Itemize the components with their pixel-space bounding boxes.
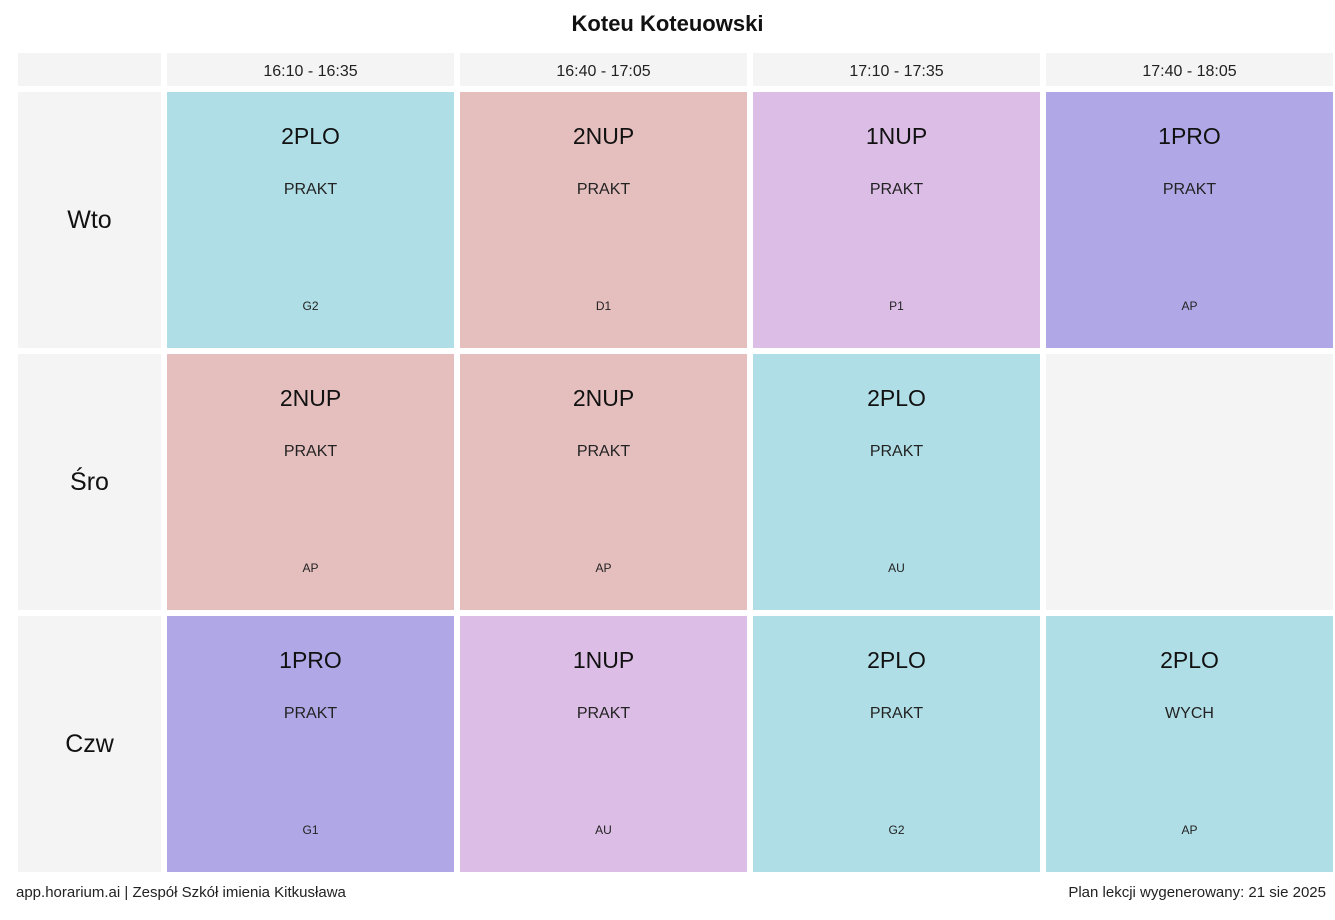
- lesson-class: 1PRO: [1158, 123, 1221, 149]
- lesson-cell: 2NUP PRAKT AP: [167, 354, 454, 610]
- lesson-class: 2NUP: [279, 385, 342, 411]
- lesson-subject: PRAKT: [283, 181, 338, 198]
- lesson-cell: 1PRO PRAKT AP: [1046, 92, 1333, 348]
- lesson-subject: PRAKT: [576, 181, 631, 198]
- lesson-room: D1: [595, 299, 612, 313]
- lesson-cell: 1PRO PRAKT G1: [167, 616, 454, 872]
- lesson-subject: PRAKT: [869, 181, 924, 198]
- lesson-room: AU: [595, 823, 612, 837]
- lesson-room: AP: [1181, 299, 1198, 313]
- lesson-subject: PRAKT: [869, 705, 924, 722]
- lesson-subject: PRAKT: [1162, 181, 1217, 198]
- lesson-subject: WYCH: [1165, 705, 1214, 722]
- lesson-class: 1PRO: [279, 647, 342, 673]
- lesson-room: AP: [595, 561, 612, 575]
- time-slot-header: 17:10 - 17:35: [753, 53, 1040, 86]
- lesson-subject: PRAKT: [576, 705, 631, 722]
- lesson-class: 2PLO: [1160, 647, 1219, 673]
- lesson-cell: 2NUP PRAKT D1: [460, 92, 747, 348]
- lesson-class: 2NUP: [572, 123, 635, 149]
- lesson-class: 2PLO: [281, 123, 340, 149]
- lesson-cell: 2PLO PRAKT G2: [167, 92, 454, 348]
- time-slot-header: 16:40 - 17:05: [460, 53, 747, 86]
- lesson-cell: 2NUP PRAKT AP: [460, 354, 747, 610]
- lesson-class: 1NUP: [572, 647, 635, 673]
- lesson-subject: PRAKT: [283, 705, 338, 722]
- lesson-room: G1: [302, 823, 319, 837]
- lesson-class: 1NUP: [865, 123, 928, 149]
- empty-lesson-cell: [1046, 354, 1333, 610]
- lesson-subject: PRAKT: [869, 443, 924, 460]
- lesson-class: 2PLO: [867, 385, 926, 411]
- lesson-subject: PRAKT: [576, 443, 631, 460]
- corner-cell: [18, 53, 161, 86]
- day-label: Wto: [18, 92, 161, 348]
- footer-generated-date: Plan lekcji wygenerowany: 21 sie 2025: [1068, 884, 1326, 901]
- lesson-cell: 2PLO PRAKT AU: [753, 354, 1040, 610]
- lesson-room: G2: [302, 299, 319, 313]
- day-label: Śro: [18, 354, 161, 610]
- timetable-grid: 16:10 - 16:35 16:40 - 17:05 17:10 - 17:3…: [18, 53, 1333, 872]
- lesson-cell: 1NUP PRAKT AU: [460, 616, 747, 872]
- lesson-class: 2PLO: [867, 647, 926, 673]
- page-title: Koteu Koteuowski: [571, 11, 764, 36]
- time-slot-header: 16:10 - 16:35: [167, 53, 454, 86]
- lesson-room: P1: [889, 299, 904, 313]
- footer-source: app.horarium.ai | Zespół Szkół imienia K…: [16, 884, 346, 901]
- lesson-cell: 2PLO WYCH AP: [1046, 616, 1333, 872]
- day-label: Czw: [18, 616, 161, 872]
- lesson-room: AP: [302, 561, 319, 575]
- lesson-room: G2: [888, 823, 905, 837]
- lesson-room: AU: [888, 561, 905, 575]
- time-slot-header: 17:40 - 18:05: [1046, 53, 1333, 86]
- lesson-room: AP: [1181, 823, 1198, 837]
- lesson-class: 2NUP: [572, 385, 635, 411]
- lesson-subject: PRAKT: [283, 443, 338, 460]
- lesson-cell: 1NUP PRAKT P1: [753, 92, 1040, 348]
- lesson-cell: 2PLO PRAKT G2: [753, 616, 1040, 872]
